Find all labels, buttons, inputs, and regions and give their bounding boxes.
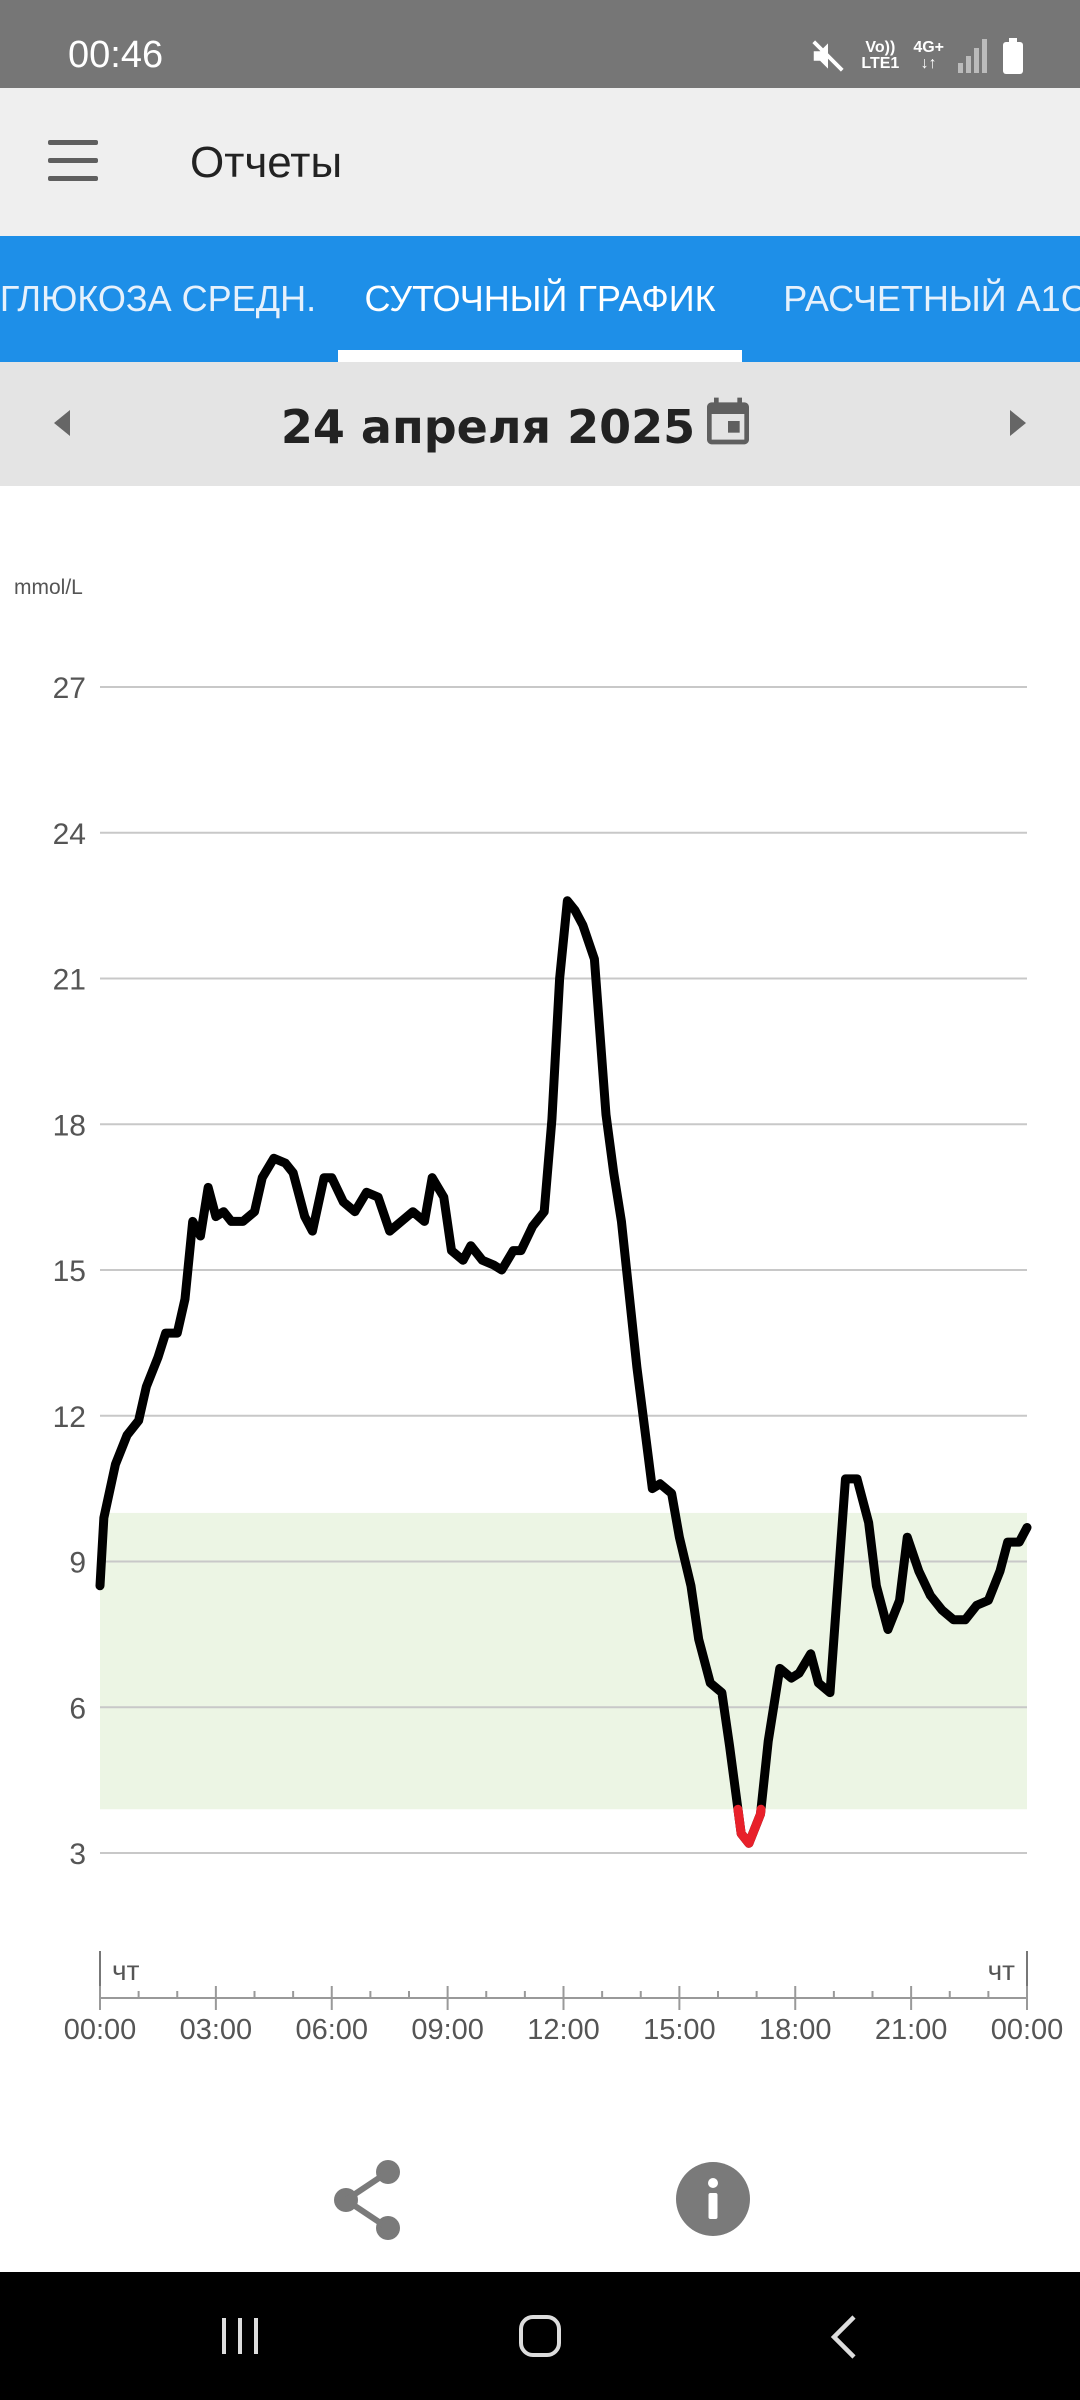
x-tick-label: 03:00	[180, 2014, 253, 2046]
mute-icon	[812, 40, 844, 72]
share-icon[interactable]	[330, 2150, 404, 2250]
tab-estimated-a1c[interactable]: РАСЧЕТНЫЙ A1C	[783, 278, 1080, 319]
tab-average-glucose[interactable]: ГЛЮКОЗА СРЕДН.	[0, 278, 317, 319]
y-tick-label: 3	[69, 1838, 86, 1871]
y-tick-label: 6	[69, 1692, 86, 1725]
y-tick-label: 9	[69, 1547, 86, 1580]
network-type-indicator: 4G+ ↓↑	[913, 39, 944, 72]
y-tick-label: 21	[53, 964, 86, 997]
recents-icon[interactable]	[218, 2316, 262, 2356]
glucose-line	[95, 896, 1032, 1848]
glucose-daily-chart: mmol/L 27 24 21 18 15 12 9 6 3 чт чт 00:00 03:00 06:00…	[14, 576, 1064, 2046]
back-icon[interactable]	[826, 2314, 862, 2360]
y-tick-label: 18	[53, 1109, 86, 1142]
y-tick-label: 15	[53, 1255, 86, 1288]
tab-daily-graph[interactable]: СУТОЧНЫЙ ГРАФИК	[364, 278, 716, 319]
x-tick-label: 00:00	[64, 2014, 137, 2046]
menu-icon[interactable]	[40, 134, 108, 190]
date-navigator: 24 апреля 2025	[0, 362, 1080, 486]
battery-icon	[1003, 38, 1023, 74]
y-tick-label: 27	[53, 672, 86, 705]
x-tick-label: 00:00	[991, 2014, 1064, 2046]
y-tick-label: 24	[53, 818, 86, 851]
glucose-low-segment	[733, 1804, 766, 1848]
y-axis-unit-label: mmol/L	[14, 576, 83, 599]
x-tick-label: 06:00	[295, 2014, 368, 2046]
status-icons: Vo)) LTE1 4G+ ↓↑	[809, 36, 1024, 76]
bottom-actions	[0, 2150, 1080, 2250]
volte-indicator: Vo)) LTE1	[861, 39, 900, 72]
app-bar: Отчеты	[0, 88, 1080, 236]
system-navigation-bar	[0, 2272, 1080, 2400]
x-tick-label: 15:00	[643, 2014, 716, 2046]
target-range-band	[100, 1512, 1027, 1810]
x-tick-label: 21:00	[875, 2014, 948, 2046]
page-title: Отчеты	[190, 138, 343, 187]
x-tick-label: 12:00	[527, 2014, 600, 2046]
y-tick-label: 12	[53, 1401, 86, 1434]
day-label-end: чт	[988, 1955, 1016, 1986]
x-tick-label: 09:00	[411, 2014, 484, 2046]
chevron-left-icon[interactable]	[54, 410, 70, 436]
x-tick-label: 18:00	[759, 2014, 832, 2046]
tab-bar: ГЛЮКОЗА СРЕДН. СУТОЧНЫЙ ГРАФИК РАСЧЕТНЫЙ…	[0, 236, 1080, 362]
chevron-right-icon[interactable]	[1010, 410, 1026, 436]
calendar-icon[interactable]	[700, 392, 756, 450]
home-icon[interactable]	[518, 2314, 562, 2358]
day-label-start: чт	[112, 1955, 140, 1986]
signal-icon	[958, 39, 987, 73]
info-icon[interactable]	[676, 2162, 750, 2236]
active-tab-indicator	[338, 350, 742, 362]
status-time: 00:46	[68, 34, 164, 76]
selected-date[interactable]: 24 апреля 2025	[280, 400, 696, 454]
status-bar: 00:46 Vo)) LTE1 4G+ ↓↑	[0, 0, 1080, 88]
